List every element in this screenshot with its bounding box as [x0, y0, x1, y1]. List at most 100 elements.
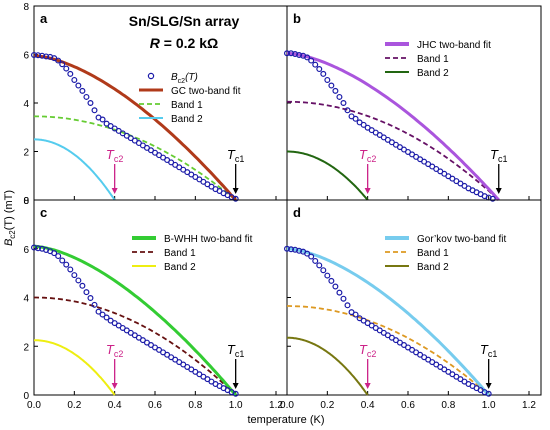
- panel-letter: d: [293, 205, 301, 220]
- fit-curve: [286, 51, 500, 202]
- fit-curve: [286, 247, 490, 397]
- data-point: [55, 57, 62, 64]
- data-point: [320, 267, 327, 274]
- data-point: [31, 51, 38, 58]
- data-point: [336, 93, 343, 100]
- x-tick-label: 1.0: [482, 400, 496, 411]
- fit-curve: [33, 54, 237, 202]
- band2-curve: [34, 138, 116, 201]
- band1-curve: [33, 115, 237, 201]
- x-tick-label: 1.0: [229, 400, 243, 411]
- data-point: [324, 76, 331, 83]
- data-point: [324, 272, 331, 279]
- data-point: [67, 70, 74, 77]
- data-point: [63, 261, 70, 268]
- data-point: [352, 115, 359, 122]
- tc1-label: Tc1: [227, 147, 244, 164]
- data-point: [59, 61, 66, 68]
- data-point: [59, 257, 66, 264]
- chart-title: Sn/SLG/Sn array: [129, 13, 240, 29]
- x-tick-label: 0.6: [401, 400, 415, 411]
- data-point: [308, 57, 315, 64]
- y-tick-label: 6: [23, 245, 29, 256]
- x-axis-label: temperature (K): [247, 414, 324, 426]
- legend: Gor’kov two-band fit Band 1 Band 2: [385, 234, 507, 273]
- legend-label: Band 2: [417, 262, 449, 273]
- tc2-label: Tc2: [359, 147, 376, 164]
- data-point: [103, 314, 110, 321]
- x-tick-label: 0.8: [188, 400, 202, 411]
- legend: JHC two-band fit Band 1 Band 2: [385, 40, 491, 79]
- fit-curve: [33, 244, 237, 396]
- y-tick-label: 8: [23, 196, 29, 207]
- panel-frame: [33, 199, 288, 396]
- tc2-label: Tc2: [359, 342, 376, 359]
- data-point: [39, 52, 46, 59]
- panel-letter: c: [40, 205, 47, 220]
- data-point: [340, 99, 347, 106]
- x-tick-label: 0.8: [441, 400, 455, 411]
- data-point: [332, 87, 339, 94]
- data-point: [91, 301, 98, 308]
- data-point: [344, 302, 351, 309]
- x-tick-label: 0.0: [280, 400, 294, 411]
- data-point: [328, 82, 335, 89]
- data-point: [43, 53, 50, 60]
- legend-label: Band 1: [417, 54, 449, 65]
- data-point: [79, 282, 86, 289]
- y-tick-label: 4: [23, 294, 29, 305]
- data-point: [304, 250, 311, 257]
- data-point: [67, 266, 74, 273]
- legend-label: Gor’kov two-band fit: [417, 234, 507, 245]
- tc2-label: Tc2: [106, 147, 123, 164]
- tc2-label: Tc2: [106, 342, 123, 359]
- data-point: [35, 245, 42, 252]
- data-point: [91, 107, 98, 114]
- legend-label: GC two-band fit: [171, 86, 241, 97]
- data-point: [99, 116, 106, 123]
- data-point: [83, 289, 90, 296]
- y-tick-label: 2: [23, 148, 29, 159]
- legend-label: Band 1: [164, 248, 196, 259]
- x-tick-label: 0.2: [67, 400, 81, 411]
- panel-letter: b: [293, 11, 301, 26]
- data-point: [87, 99, 94, 106]
- data-point: [340, 295, 347, 302]
- data-point: [63, 65, 70, 72]
- panel-c: 0 2 4 6 8 0.0 0.2 0.4 0.6 0.8 1.0 1.2 Tc2 Tc1 c B-WHH t…: [23, 196, 288, 411]
- y-tick-label: 0: [23, 391, 29, 402]
- data-point: [336, 289, 343, 296]
- data-point: [71, 76, 78, 83]
- legend-label: Band 1: [171, 100, 203, 111]
- data-point: [312, 61, 319, 68]
- legend: Bc2(T)GC two-band fit Band 1 Band 2: [139, 72, 241, 125]
- data-point: [360, 121, 367, 128]
- legend-label: Band 2: [417, 68, 449, 79]
- legend-label: Band 1: [417, 248, 449, 259]
- x-tick-label: 0.0: [27, 400, 41, 411]
- y-tick-label: 0: [23, 196, 29, 207]
- data-point: [332, 283, 339, 290]
- y-tick-label: 2: [23, 342, 29, 353]
- data-point: [284, 245, 291, 252]
- band1-curve: [287, 305, 490, 396]
- x-tick-label: 1.2: [522, 400, 536, 411]
- y-tick-label: 4: [23, 99, 29, 110]
- tc1-arrowhead: [232, 383, 239, 389]
- band1-curve: [287, 100, 500, 201]
- data-point: [328, 277, 335, 284]
- tc1-label: Tc1: [227, 342, 244, 359]
- panel-frame: [286, 199, 542, 396]
- tc1-label: Tc1: [480, 342, 497, 359]
- data-point: [83, 93, 90, 100]
- band1-curve: [34, 296, 237, 396]
- x-tick-label: 0.4: [108, 400, 122, 411]
- x-tick-label: 0.4: [361, 400, 375, 411]
- band2-curve: [34, 339, 116, 396]
- data-point: [489, 195, 496, 202]
- data-point: [95, 308, 102, 315]
- data-point: [316, 262, 323, 269]
- data-point: [79, 87, 86, 94]
- tc2-arrowhead: [111, 188, 118, 194]
